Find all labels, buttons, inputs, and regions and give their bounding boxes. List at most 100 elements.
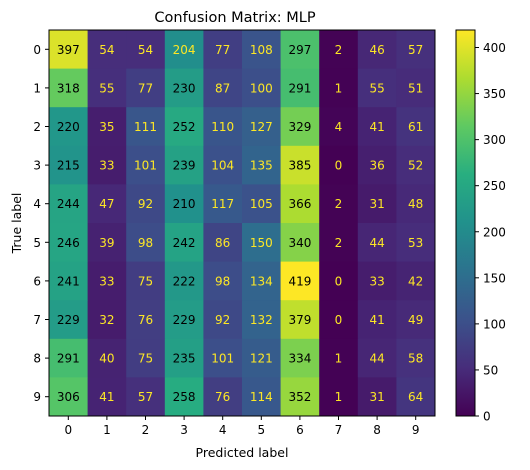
heatmap-cell bbox=[49, 223, 88, 262]
cell-value-label: 239 bbox=[173, 159, 196, 173]
cell-value-label: 57 bbox=[138, 390, 153, 404]
cell-value-label: 235 bbox=[173, 352, 196, 366]
cell-value-label: 92 bbox=[138, 197, 153, 211]
cell-value-label: 204 bbox=[173, 43, 196, 57]
heatmap-cell bbox=[280, 261, 320, 301]
heatmap-cell bbox=[164, 68, 204, 108]
cell-value-label: 77 bbox=[215, 43, 230, 57]
cell-value-label: 210 bbox=[173, 197, 196, 211]
cell-value-label: 49 bbox=[408, 313, 423, 327]
colorbar-tick-label: 200 bbox=[483, 225, 506, 239]
heatmap-cell bbox=[49, 300, 88, 340]
y-tick-label: 6 bbox=[33, 274, 41, 288]
cell-value-label: 33 bbox=[369, 274, 384, 288]
heatmap-cell bbox=[242, 377, 281, 417]
heatmap-cell bbox=[357, 30, 397, 69]
cell-value-label: 397 bbox=[57, 43, 80, 57]
x-tick-label: 5 bbox=[257, 423, 265, 437]
heatmap-cell bbox=[49, 261, 88, 301]
cell-value-label: 220 bbox=[57, 120, 80, 134]
x-tick-label: 0 bbox=[64, 423, 72, 437]
cell-value-label: 230 bbox=[173, 81, 196, 95]
heatmap-cell bbox=[396, 145, 436, 185]
heatmap-cell bbox=[242, 107, 281, 147]
cell-value-label: 41 bbox=[369, 313, 384, 327]
heatmap-cell bbox=[164, 261, 204, 301]
heatmap-cell bbox=[87, 261, 127, 301]
heatmap-cell bbox=[396, 223, 436, 262]
cell-value-label: 44 bbox=[369, 352, 384, 366]
heatmap-cell bbox=[242, 184, 281, 224]
heatmap-cell bbox=[357, 300, 397, 340]
cell-value-label: 36 bbox=[369, 159, 384, 173]
heatmap-cell bbox=[396, 261, 436, 301]
heatmap-cell bbox=[242, 30, 281, 69]
cell-value-label: 101 bbox=[211, 352, 234, 366]
heatmap-cell bbox=[242, 145, 281, 185]
heatmap-cell bbox=[319, 338, 359, 378]
cell-value-label: 52 bbox=[408, 159, 423, 173]
cell-value-label: 40 bbox=[99, 352, 114, 366]
heatmap-cell bbox=[87, 300, 127, 340]
heatmap-cell bbox=[164, 338, 204, 378]
cell-value-label: 58 bbox=[408, 352, 423, 366]
cell-value-label: 98 bbox=[215, 274, 230, 288]
heatmap-cell bbox=[280, 300, 320, 340]
heatmap-cell bbox=[87, 145, 127, 185]
heatmap-cell bbox=[203, 223, 243, 262]
heatmap-cell bbox=[280, 377, 320, 417]
cell-value-label: 33 bbox=[99, 159, 114, 173]
heatmap-cell bbox=[164, 223, 204, 262]
heatmap-cell bbox=[126, 338, 166, 378]
colorbar-tick-label: 150 bbox=[483, 271, 506, 285]
cell-value-label: 1 bbox=[335, 390, 343, 404]
heatmap-cell bbox=[396, 68, 436, 108]
cell-value-label: 61 bbox=[408, 120, 423, 134]
heatmap-cell bbox=[396, 107, 436, 147]
cell-value-label: 53 bbox=[408, 236, 423, 250]
cell-value-label: 31 bbox=[369, 197, 384, 211]
cell-value-label: 46 bbox=[369, 43, 384, 57]
colorbar-tick-label: 350 bbox=[483, 87, 506, 101]
cell-value-label: 4 bbox=[335, 120, 343, 134]
cell-value-label: 42 bbox=[408, 274, 423, 288]
cell-value-label: 92 bbox=[215, 313, 230, 327]
heatmap-cell bbox=[126, 261, 166, 301]
cell-value-label: 379 bbox=[288, 313, 311, 327]
cell-value-label: 215 bbox=[57, 159, 80, 173]
y-tick-label: 2 bbox=[33, 120, 41, 134]
heatmap-cell bbox=[396, 300, 436, 340]
colorbar-tick-label: 100 bbox=[483, 317, 506, 331]
cell-value-label: 132 bbox=[250, 313, 273, 327]
cell-value-label: 54 bbox=[138, 43, 153, 57]
cell-value-label: 297 bbox=[288, 43, 311, 57]
cell-value-label: 100 bbox=[250, 81, 273, 95]
heatmap-cell bbox=[87, 223, 127, 262]
cell-value-label: 329 bbox=[288, 120, 311, 134]
cell-value-label: 76 bbox=[138, 313, 153, 327]
x-tick-label: 3 bbox=[180, 423, 188, 437]
cell-value-label: 229 bbox=[57, 313, 80, 327]
cell-value-label: 111 bbox=[134, 120, 157, 134]
heatmap-cell bbox=[319, 377, 359, 417]
heatmap-cell bbox=[87, 68, 127, 108]
heatmap-cell bbox=[164, 145, 204, 185]
cell-value-label: 0 bbox=[335, 159, 343, 173]
heatmap-cell bbox=[319, 184, 359, 224]
heatmap-cell bbox=[396, 377, 436, 417]
heatmap-cell bbox=[164, 107, 204, 147]
cell-value-label: 291 bbox=[57, 352, 80, 366]
cell-value-label: 2 bbox=[335, 236, 343, 250]
cell-value-label: 246 bbox=[57, 236, 80, 250]
cell-value-label: 86 bbox=[215, 236, 230, 250]
cell-value-label: 135 bbox=[250, 159, 273, 173]
y-tick-label: 7 bbox=[33, 313, 41, 327]
cell-value-label: 366 bbox=[288, 197, 311, 211]
heatmap-cell bbox=[357, 145, 397, 185]
heatmap-cell bbox=[396, 184, 436, 224]
cell-value-label: 117 bbox=[211, 197, 234, 211]
cell-value-label: 0 bbox=[335, 313, 343, 327]
heatmap-cell bbox=[203, 30, 243, 69]
